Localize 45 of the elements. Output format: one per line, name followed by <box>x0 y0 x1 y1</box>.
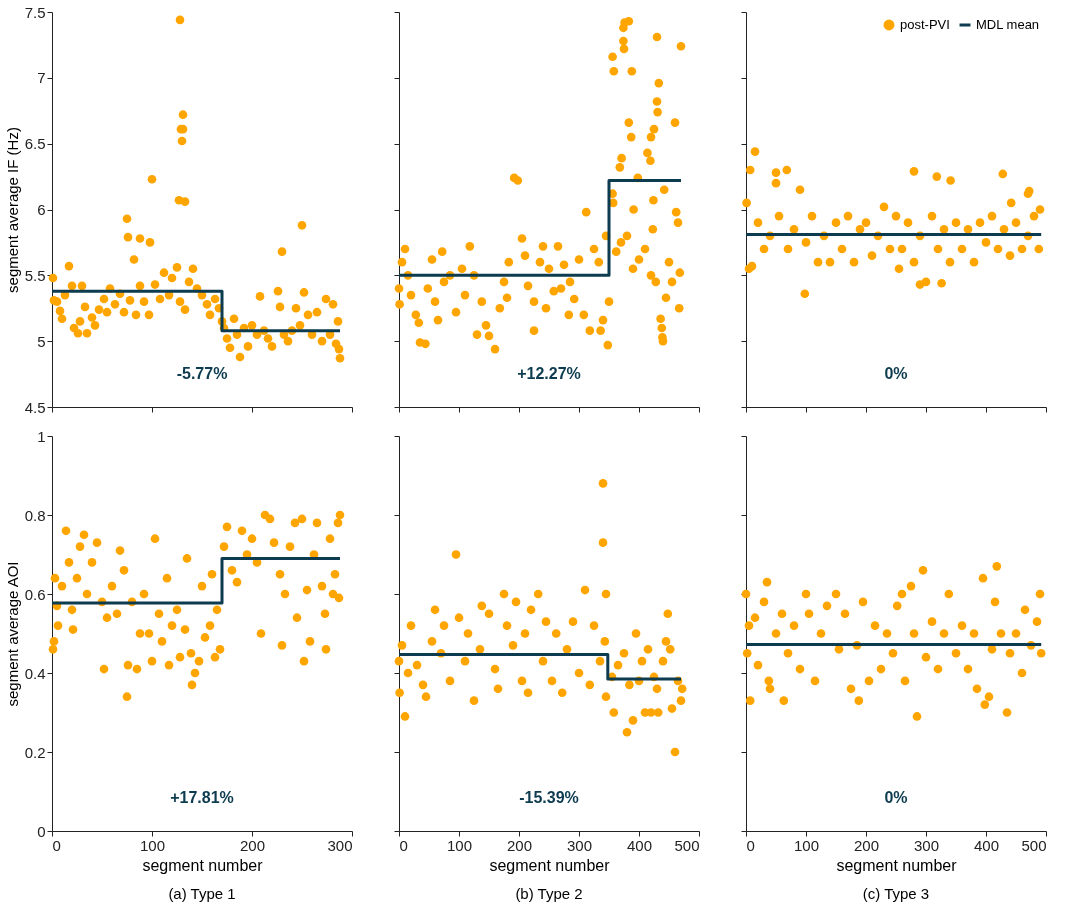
y-tick-label: 0.2 <box>24 743 46 761</box>
x-axis-title: segment number <box>836 856 958 874</box>
x-tick-label: 300 <box>913 836 940 854</box>
y-tick-label: 1 <box>37 427 46 445</box>
text: (c) Type 3 <box>862 885 930 902</box>
x-tick-label: 100 <box>446 836 473 854</box>
annotation: -5.77% <box>176 365 228 382</box>
annotation: 0% <box>884 789 908 806</box>
text: (b) Type 2 <box>515 885 583 902</box>
x-tick-label: 200 <box>239 836 266 854</box>
y-axis-title: segment average IF (Hz) <box>3 127 21 293</box>
x-axis-title: segment number <box>489 856 611 874</box>
y-tick-label: 4.5 <box>24 398 46 416</box>
annotation: -15.39% <box>519 789 579 806</box>
annotation: 0% <box>884 365 908 382</box>
y-tick-label: 0.4 <box>24 664 46 682</box>
annotation: +12.27% <box>517 365 581 382</box>
x-tick-label: 0 <box>746 836 755 854</box>
x-tick-label: 200 <box>853 836 880 854</box>
x-tick-label: 0 <box>399 836 408 854</box>
legend-label: MDL mean <box>976 17 1040 32</box>
x-tick-label: 400 <box>626 836 653 854</box>
x-tick-label: 100 <box>139 836 166 854</box>
y-tick-label: 0 <box>37 822 46 840</box>
x-tick-label: 400 <box>973 836 1000 854</box>
y-tick-label: 5.5 <box>24 266 46 284</box>
annotation: +17.81% <box>170 789 234 806</box>
x-tick-label: 200 <box>506 836 533 854</box>
legend-label: post-PVI <box>900 17 950 32</box>
x-tick-label: 300 <box>566 836 593 854</box>
y-tick-label: 6 <box>37 201 46 218</box>
x-tick-label: 500 <box>1021 836 1047 854</box>
y-tick-label: 7 <box>37 69 46 87</box>
x-tick-label: 500 <box>674 836 700 854</box>
text: (a) Type 1 <box>168 885 236 902</box>
y-tick-label: 0.6 <box>24 585 46 603</box>
y-tick-label: 7.5 <box>24 3 46 21</box>
y-tick-label: 6.5 <box>24 135 46 153</box>
y-axis-title: segment average AOI <box>3 561 21 707</box>
x-tick-label: 100 <box>793 836 820 854</box>
y-tick-label: 0.8 <box>24 506 46 524</box>
y-tick-label: 5 <box>37 332 46 350</box>
x-axis-title: segment number <box>142 856 264 874</box>
x-tick-label: 300 <box>327 836 353 854</box>
x-tick-label: 0 <box>52 836 61 854</box>
